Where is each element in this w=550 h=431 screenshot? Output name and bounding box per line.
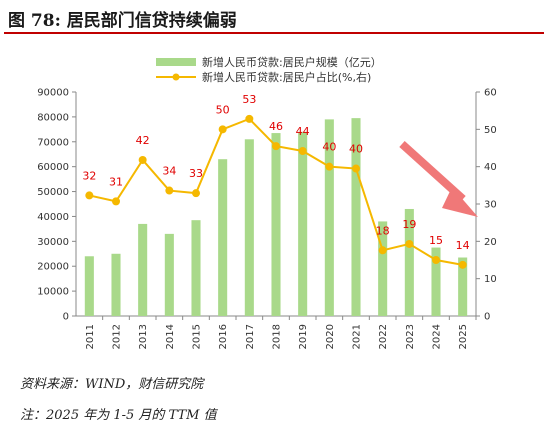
bar: [271, 133, 281, 316]
share-point: [405, 239, 414, 248]
share-point: [138, 155, 147, 164]
legend-bar-label: 新增人民币贷款:居民户规模（亿元）: [202, 55, 382, 69]
data-label: 15: [429, 234, 443, 247]
y-right-tick-label: 20: [484, 237, 497, 248]
bar: [378, 221, 388, 316]
y-left-tick-label: 70000: [37, 137, 69, 148]
y-left-tick-label: 80000: [37, 112, 69, 123]
bar: [111, 253, 121, 316]
share-line: [85, 114, 467, 269]
bar: [244, 139, 254, 316]
x-tick-label: 2018: [272, 324, 283, 349]
chart: 新增人民币贷款:居民户规模（亿元） 新增人民币贷款:居民户占比(%,右) 0 10…: [4, 36, 544, 354]
x-tick-label: 2012: [112, 324, 123, 349]
legend-line-marker: [172, 73, 180, 81]
x-tick-label: 2022: [378, 324, 389, 349]
y-left-tick-label: 90000: [37, 88, 69, 99]
y-left-tick-label: 10000: [37, 287, 69, 298]
x-tick-label: 2024: [432, 324, 443, 349]
data-label: 31: [109, 175, 123, 188]
x-tick-label: 2013: [138, 324, 149, 349]
chart-svg: 新增人民币贷款:居民户规模（亿元） 新增人民币贷款:居民户占比(%,右) 0 10…: [37, 55, 497, 350]
share-point: [165, 186, 174, 195]
bar: [351, 118, 361, 316]
x-tick-label: 2015: [192, 324, 203, 349]
data-label: 44: [296, 125, 310, 138]
trend-arrow-head: [442, 187, 478, 217]
x-tick-label: 2017: [245, 324, 256, 349]
bar: [191, 220, 201, 316]
share-point: [85, 191, 94, 200]
share-point: [218, 125, 227, 134]
source-note: 资料来源：WIND，财信研究院: [20, 377, 204, 392]
data-label: 33: [189, 167, 203, 180]
bar: [84, 256, 94, 316]
share-point: [112, 197, 120, 206]
bar: [298, 131, 308, 316]
x-tick-label: 2011: [85, 324, 96, 349]
x-tick-label: 2021: [352, 324, 363, 349]
data-label: 18: [376, 224, 390, 237]
x-tick-label: 2023: [405, 324, 416, 349]
data-label: 42: [136, 134, 150, 147]
share-point: [432, 256, 440, 264]
bar: [404, 208, 414, 316]
share-point: [325, 162, 334, 171]
data-label: 46: [269, 120, 283, 133]
footnote: 注：2025 年为 1-5 月的 TTM 值: [20, 408, 217, 423]
y-left-tick-label: 0: [63, 312, 69, 323]
share-point: [245, 114, 254, 123]
data-label: 40: [349, 143, 363, 156]
data-label: 53: [242, 93, 256, 106]
bar: [218, 159, 228, 316]
x-tick-label: 2016: [218, 324, 229, 349]
share-point: [298, 146, 307, 155]
bar: [138, 223, 148, 316]
title-rule: [4, 32, 544, 34]
bars: [84, 118, 468, 316]
share-point: [192, 189, 200, 198]
y-right-tick-label: 0: [484, 312, 490, 323]
legend-bar-swatch: [156, 58, 196, 66]
x-tick-label: 2014: [165, 324, 176, 349]
share-point: [458, 260, 467, 269]
x-tick-label: 2025: [458, 324, 469, 349]
bar: [164, 233, 174, 316]
data-labels: 32 31 42 34 33 50 53 46 44 40 40 18 19 15 14: [82, 93, 469, 252]
y-left-tick-label: 20000: [37, 262, 69, 273]
y-left-tick-label: 40000: [37, 212, 69, 223]
x-tick-label: 2020: [325, 324, 336, 349]
data-label: 32: [82, 169, 96, 182]
legend: 新增人民币贷款:居民户规模（亿元） 新增人民币贷款:居民户占比(%,右): [156, 55, 382, 84]
y-left-tick-label: 60000: [37, 162, 69, 173]
share-point: [272, 142, 280, 151]
y-left-tick-label: 50000: [37, 187, 69, 198]
bar: [431, 247, 441, 316]
data-label: 34: [162, 165, 176, 178]
share-point: [378, 246, 387, 255]
data-label: 50: [216, 103, 230, 116]
y-right-tick-label: 40: [484, 162, 497, 173]
y-left-tick-label: 30000: [37, 237, 69, 248]
share-point: [352, 164, 360, 173]
data-label: 40: [322, 141, 336, 154]
trend-arrow: [399, 141, 478, 217]
axes: 0 10000 20000 30000 40000 50000 60000 70000 8000…: [37, 88, 497, 350]
y-right-tick-label: 50: [484, 125, 497, 136]
figure-title: 图 78: 居民部门信贷持续偏弱: [8, 11, 237, 31]
legend-line-label: 新增人民币贷款:居民户占比(%,右): [202, 70, 371, 84]
y-right-tick-label: 10: [484, 274, 497, 285]
y-right-tick-label: 60: [484, 88, 497, 99]
data-label: 19: [402, 218, 416, 231]
y-right-tick-label: 30: [484, 200, 497, 211]
x-tick-label: 2019: [298, 324, 309, 349]
data-label: 14: [456, 239, 470, 252]
bar: [458, 257, 468, 316]
bar: [324, 119, 334, 316]
